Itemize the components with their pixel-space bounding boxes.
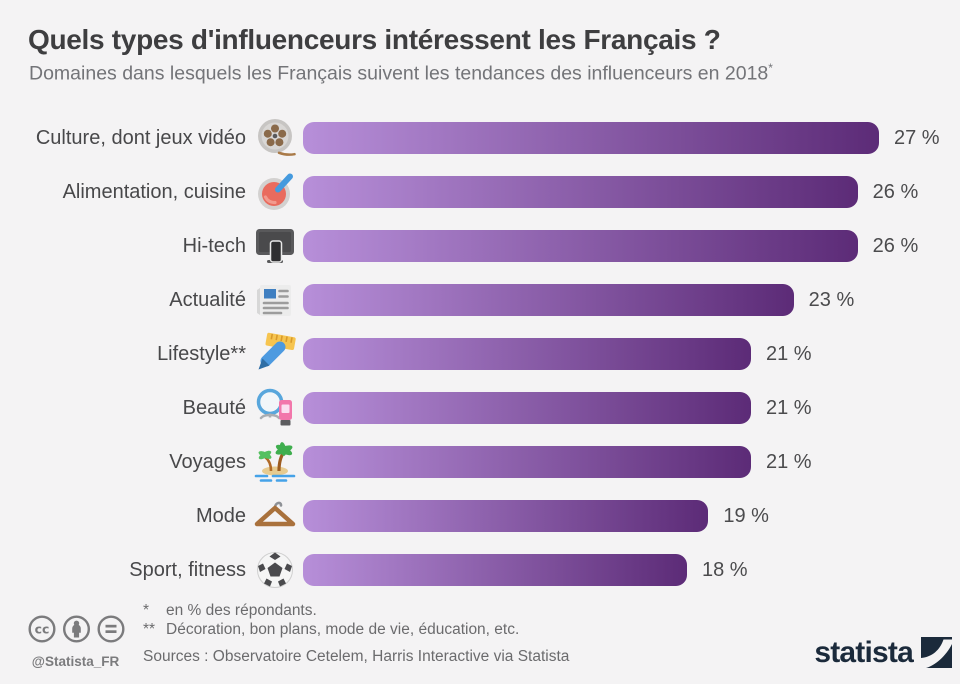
bar: [303, 230, 858, 262]
bar-zone: 19 %: [303, 500, 960, 532]
value-label: 18 %: [702, 558, 748, 581]
footnote-2-text: Décoration, bon plans, mode de vie, éduc…: [166, 621, 520, 638]
value-label: 21 %: [766, 396, 812, 419]
bar-row-actualite: Actualité 23 %: [0, 273, 960, 327]
value-label: 26 %: [872, 180, 919, 203]
bar: [303, 500, 709, 532]
bar-zone: 26 %: [303, 176, 960, 208]
category-label: Alimentation, cuisine: [62, 180, 246, 203]
pen-and-ruler-icon: [246, 332, 303, 376]
bar: [303, 392, 751, 424]
bar: [303, 122, 879, 154]
bar: [303, 176, 858, 208]
value-label: 19 %: [723, 504, 769, 527]
license-block: cc @Statista_FR: [28, 614, 128, 669]
soccer-ball-icon: [246, 549, 303, 591]
page-title: Quels types d'influenceurs intéressent l…: [28, 24, 721, 55]
statista-logo-mark-icon: [921, 637, 952, 668]
newspaper-icon: [246, 280, 303, 320]
bar-zone: 21 %: [303, 392, 960, 424]
category-label: Sport, fitness: [129, 558, 246, 581]
bar-row-beaute: Beauté 21 %: [0, 381, 960, 435]
film-reel-icon: [246, 117, 303, 159]
computer-monitor-icon: [246, 225, 303, 267]
page-subtitle: Domaines dans lesquels les Français suiv…: [29, 61, 773, 86]
bar-row-lifestyle: Lifestyle** 21 %: [0, 327, 960, 381]
value-label: 23 %: [808, 288, 855, 311]
value-label: 21 %: [766, 450, 812, 473]
value-label: 21 %: [766, 342, 812, 365]
svg-text:cc: cc: [35, 622, 50, 637]
twitter-handle: @Statista_FR: [31, 654, 120, 669]
statista-logo-text: statista: [814, 636, 913, 669]
value-label: 27 %: [894, 126, 940, 149]
food-bowl-icon: [246, 171, 303, 213]
bar-zone: 23 %: [303, 284, 960, 316]
category-label: Hi-tech: [182, 234, 246, 257]
category-label: Beauté: [182, 396, 246, 419]
bar: [303, 446, 751, 478]
bar-row-mode: Mode 19 %: [0, 489, 960, 543]
bar-chart: Culture, dont jeux vidéo 27 % Alimentati…: [0, 111, 960, 597]
cc-by-nd-icons: cc: [28, 614, 128, 649]
bar-zone: 21 %: [303, 446, 960, 478]
category-label: Culture, dont jeux vidéo: [35, 126, 246, 149]
bar-row-sport: Sport, fitness 18 %: [0, 543, 960, 597]
footnote-1-marker: *: [143, 602, 150, 619]
bar: [303, 284, 794, 316]
footnote-2: ** Décoration, bon plans, mode de vie, é…: [143, 620, 569, 639]
bar-zone: 27 %: [303, 122, 960, 154]
bar: [303, 554, 687, 586]
mirror-cosmetics-icon: [246, 387, 303, 429]
footnotes: * en % des répondants. ** Décoration, bo…: [143, 601, 569, 666]
clothes-hanger-icon: [246, 496, 303, 536]
bar-zone: 18 %: [303, 554, 960, 586]
footnote-1-text: en % des répondants.: [166, 602, 317, 619]
statista-logo: statista: [814, 637, 952, 668]
sources-line: Sources : Observatoire Cetelem, Harris I…: [143, 648, 570, 665]
footnote-1: * en % des répondants.: [143, 601, 569, 620]
bar-zone: 21 %: [303, 338, 960, 370]
subtitle-footnote-marker: *: [768, 61, 773, 75]
bar-row-voyages: Voyages: [0, 435, 960, 489]
category-label: Actualité: [169, 288, 246, 311]
category-label: Mode: [195, 504, 246, 527]
bar-zone: 26 %: [303, 230, 960, 262]
bar-row-alimentation: Alimentation, cuisine 26 %: [0, 165, 960, 219]
value-label: 26 %: [872, 234, 919, 257]
bar: [303, 338, 751, 370]
category-label: Lifestyle**: [157, 342, 246, 365]
category-label: Voyages: [169, 450, 246, 473]
palm-island-icon: [246, 440, 303, 484]
footnote-2-marker: **: [143, 621, 156, 638]
bar-row-hitech: Hi-tech 26 %: [0, 219, 960, 273]
subtitle-text: Domaines dans lesquels les Français suiv…: [29, 62, 769, 85]
bar-row-culture: Culture, dont jeux vidéo 27 %: [0, 111, 960, 165]
